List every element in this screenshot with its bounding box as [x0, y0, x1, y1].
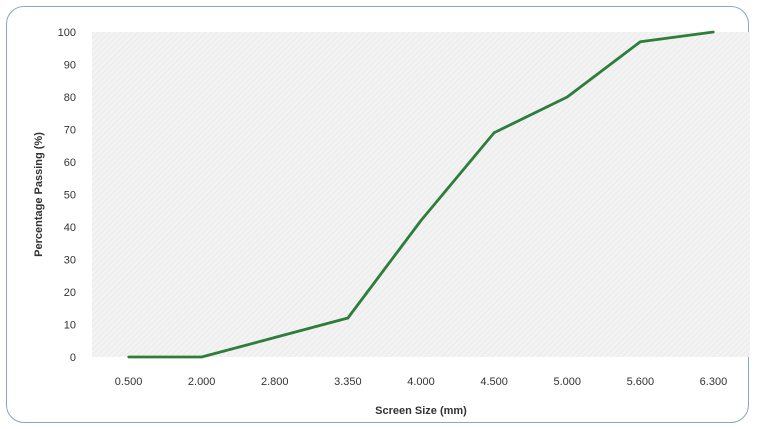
x-axis-title: Screen Size (mm): [375, 405, 467, 417]
x-tick-label: 4.000: [407, 376, 435, 388]
y-tick-label: 70: [64, 125, 76, 137]
data-point: [419, 219, 423, 222]
y-tick-label: 60: [64, 157, 76, 169]
y-tick-label: 90: [64, 60, 76, 72]
data-point: [566, 95, 569, 99]
x-tick-label: 2.000: [188, 376, 216, 388]
data-point: [492, 131, 496, 134]
series-group: [127, 30, 715, 359]
y-tick-label: 80: [64, 92, 76, 104]
y-tick-label: 20: [64, 287, 76, 299]
x-tick-label: 5.000: [553, 376, 581, 388]
x-tick-label: 6.300: [700, 376, 728, 388]
x-tick-label: 0.500: [115, 376, 143, 388]
y-tick-label: 30: [64, 255, 76, 267]
data-point: [273, 336, 276, 339]
x-axis: 0.500 2.000 2.800 3.350 4.000 4.500 5.000 5.600…: [115, 376, 727, 388]
y-tick-label: 50: [64, 190, 76, 202]
data-point: [712, 30, 715, 34]
x-tick-label: 2.800: [261, 376, 289, 388]
y-tick-label: 40: [64, 222, 76, 234]
y-axis: 0 10 20 30 40 50 60 70 80 90 100: [58, 27, 76, 364]
data-point: [127, 355, 130, 359]
data-point: [200, 355, 203, 359]
x-tick-label: 4.500: [480, 376, 508, 388]
data-point: [346, 316, 350, 320]
x-tick-label: 5.600: [627, 376, 655, 388]
y-tick-label: 10: [64, 320, 76, 332]
plot-area: [92, 32, 750, 357]
y-axis-title: Percentage Passing (%): [33, 132, 45, 257]
y-tick-label: 0: [70, 352, 76, 364]
y-tick-label: 100: [58, 27, 76, 39]
x-tick-label: 3.350: [334, 376, 362, 388]
data-point: [639, 40, 642, 43]
